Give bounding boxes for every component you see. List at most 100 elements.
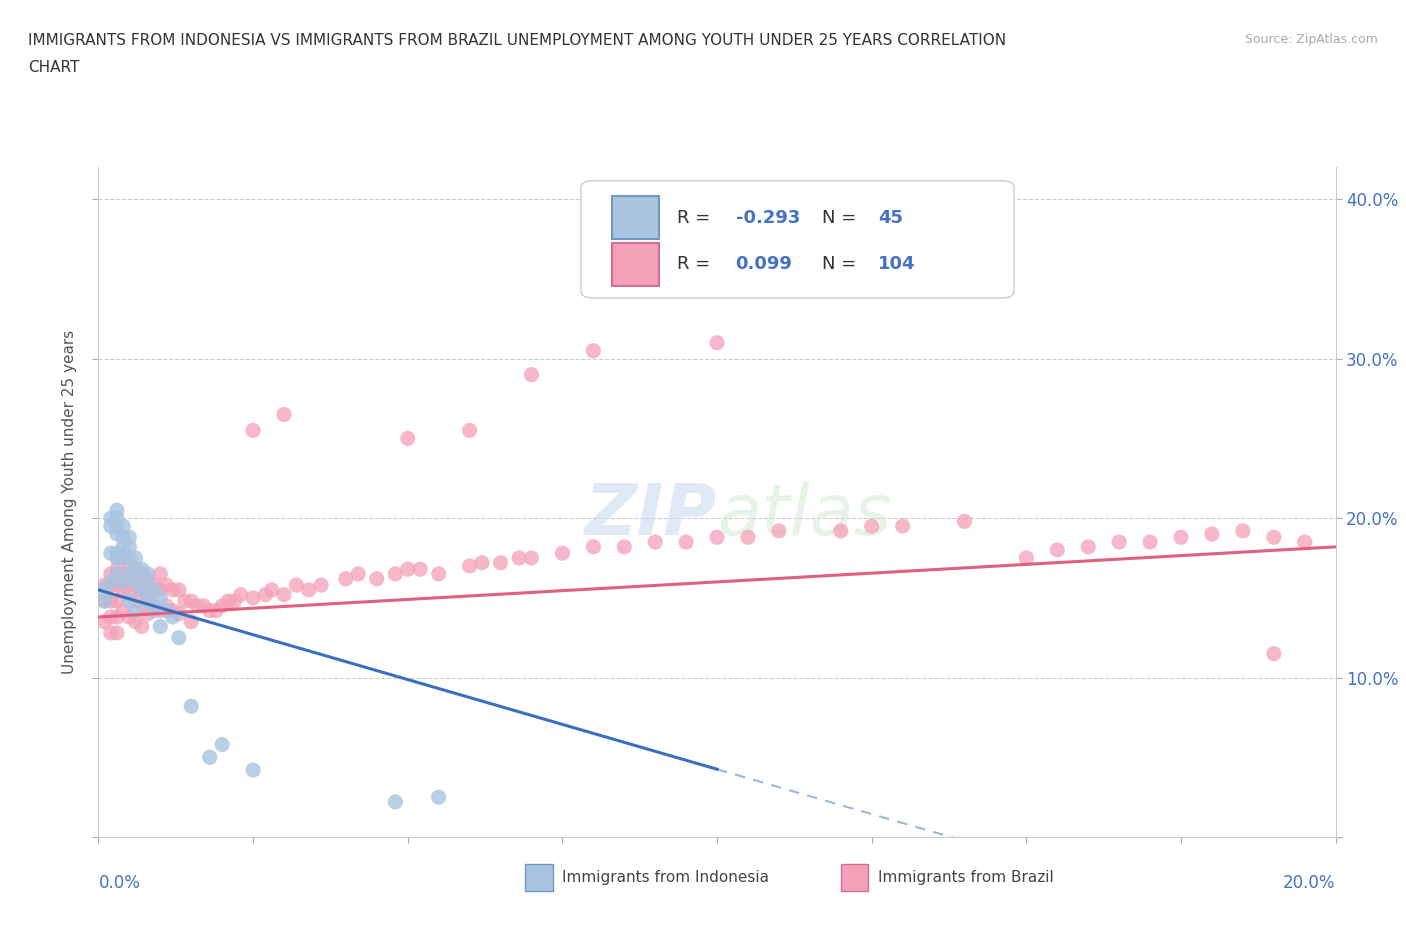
Point: [1170, 530, 1192, 545]
Point: [124, 575, 146, 590]
Point: [143, 598, 166, 613]
Point: [1046, 542, 1069, 557]
Point: [384, 566, 406, 581]
Point: [582, 539, 605, 554]
Point: [136, 566, 159, 581]
Point: [105, 551, 128, 565]
Point: [427, 790, 450, 804]
Text: Source: ZipAtlas.com: Source: ZipAtlas.com: [1244, 33, 1378, 46]
Point: [242, 423, 264, 438]
Text: 20.0%: 20.0%: [1284, 874, 1336, 892]
Point: [118, 609, 141, 624]
Text: IMMIGRANTS FROM INDONESIA VS IMMIGRANTS FROM BRAZIL UNEMPLOYMENT AMONG YOUTH UND: IMMIGRANTS FROM INDONESIA VS IMMIGRANTS …: [28, 33, 1007, 47]
Point: [136, 606, 159, 621]
Point: [458, 423, 481, 438]
Point: [1139, 535, 1161, 550]
Point: [131, 582, 153, 597]
Point: [112, 604, 135, 618]
Text: N =: N =: [823, 256, 856, 273]
Point: [285, 578, 308, 592]
Point: [155, 578, 177, 592]
Point: [706, 336, 728, 351]
Point: [167, 606, 190, 621]
Text: 45: 45: [877, 208, 903, 227]
Point: [1232, 524, 1254, 538]
Point: [100, 626, 122, 641]
FancyBboxPatch shape: [581, 180, 1014, 298]
Point: [124, 562, 146, 577]
Point: [891, 519, 914, 534]
Point: [520, 367, 543, 382]
Point: [309, 578, 332, 592]
Point: [105, 562, 128, 577]
Point: [112, 539, 135, 554]
Text: atlas: atlas: [717, 481, 891, 550]
Point: [124, 562, 146, 577]
Point: [335, 571, 357, 586]
Point: [136, 593, 159, 608]
Point: [105, 526, 128, 541]
Point: [105, 593, 128, 608]
Point: [143, 604, 166, 618]
Point: [1015, 551, 1038, 565]
Point: [149, 604, 172, 618]
Point: [124, 604, 146, 618]
FancyBboxPatch shape: [612, 243, 659, 286]
Point: [174, 593, 197, 608]
Point: [830, 524, 852, 538]
FancyBboxPatch shape: [526, 864, 553, 891]
Point: [112, 519, 135, 534]
Point: [1108, 535, 1130, 550]
Point: [100, 609, 122, 624]
FancyBboxPatch shape: [841, 864, 868, 891]
Point: [105, 609, 128, 624]
Point: [1201, 526, 1223, 541]
Point: [1294, 535, 1316, 550]
Point: [768, 524, 790, 538]
Point: [155, 598, 177, 613]
Point: [229, 587, 252, 602]
Point: [396, 431, 419, 445]
Point: [105, 519, 128, 534]
Point: [112, 551, 135, 565]
Point: [224, 593, 246, 608]
Point: [644, 535, 666, 550]
Text: 0.0%: 0.0%: [98, 874, 141, 892]
Point: [180, 615, 202, 630]
Point: [112, 530, 135, 545]
Point: [458, 559, 481, 574]
Point: [136, 578, 159, 592]
Point: [136, 571, 159, 586]
Point: [100, 546, 122, 561]
Point: [100, 511, 122, 525]
Point: [1077, 539, 1099, 554]
Point: [100, 519, 122, 534]
Point: [396, 562, 419, 577]
Point: [118, 593, 141, 608]
Point: [180, 593, 202, 608]
Point: [149, 566, 172, 581]
Point: [242, 763, 264, 777]
Point: [384, 794, 406, 809]
Point: [136, 587, 159, 602]
Text: R =: R =: [678, 208, 717, 227]
Y-axis label: Unemployment Among Youth under 25 years: Unemployment Among Youth under 25 years: [62, 330, 77, 674]
Point: [508, 551, 530, 565]
Text: ZIP: ZIP: [585, 481, 717, 550]
Point: [1263, 646, 1285, 661]
Point: [118, 587, 141, 602]
Point: [205, 604, 228, 618]
FancyBboxPatch shape: [612, 196, 659, 239]
Point: [167, 631, 190, 645]
Point: [93, 582, 115, 597]
Point: [105, 566, 128, 581]
Point: [105, 546, 128, 561]
Point: [149, 582, 172, 597]
Point: [347, 566, 370, 581]
Point: [100, 593, 122, 608]
Point: [112, 582, 135, 597]
Point: [105, 511, 128, 525]
Point: [105, 578, 128, 592]
Point: [124, 593, 146, 608]
Point: [93, 593, 115, 608]
